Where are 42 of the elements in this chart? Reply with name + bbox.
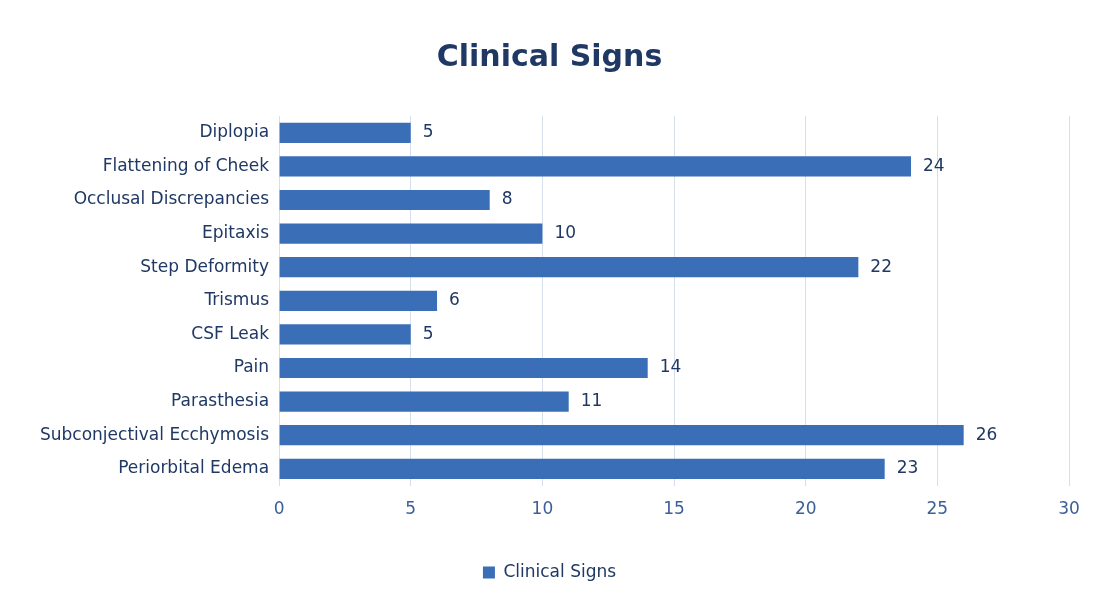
data-label: 6 xyxy=(449,289,460,310)
y-tick-label: Flattening of Cheek xyxy=(102,154,270,175)
data-label: 24 xyxy=(923,154,945,175)
x-tick-label: 5 xyxy=(405,498,417,519)
y-tick-label: Periorbital Edema xyxy=(118,457,270,478)
data-label: 8 xyxy=(501,188,513,209)
x-tick-label: 25 xyxy=(926,498,949,519)
y-tick-label: Epitaxis xyxy=(202,222,270,243)
data-label: 22 xyxy=(870,255,892,276)
x-tick-label: 0 xyxy=(273,498,285,519)
x-tick-label: 10 xyxy=(531,498,554,519)
bar xyxy=(279,357,648,379)
bar xyxy=(279,324,411,345)
bar xyxy=(279,223,543,244)
data-label: 11 xyxy=(580,390,603,411)
data-label: 23 xyxy=(896,457,919,478)
bar xyxy=(279,122,411,143)
bar xyxy=(279,391,569,412)
data-label: 5 xyxy=(422,322,434,343)
x-tick-label: 15 xyxy=(663,498,685,519)
bar xyxy=(279,156,912,177)
y-tick-label: Parasthesia xyxy=(170,390,270,411)
y-tick-label: CSF Leak xyxy=(191,322,270,343)
bar xyxy=(279,458,885,479)
data-label: 5 xyxy=(422,121,434,142)
data-label: 14 xyxy=(659,356,682,377)
bar xyxy=(279,290,438,311)
y-tick-label: Pain xyxy=(233,356,270,377)
y-tick-label: Step Deformity xyxy=(140,255,270,276)
legend-label: Clinical Signs xyxy=(503,560,617,581)
bar xyxy=(279,257,859,278)
x-tick-label: 30 xyxy=(1058,498,1080,519)
x-tick-label: 20 xyxy=(794,498,817,519)
y-tick-label: Occlusal Discrepancies xyxy=(73,188,270,209)
bar xyxy=(279,189,490,211)
y-tick-label: Subconjectival Ecchymosis xyxy=(39,423,270,444)
chart-title: Clinical Signs xyxy=(436,37,663,73)
data-label: 26 xyxy=(975,423,998,444)
bar xyxy=(279,425,964,446)
y-tick-label: Trismus xyxy=(203,289,270,310)
y-tick-label: Diplopia xyxy=(199,121,270,142)
data-label: 10 xyxy=(554,222,577,243)
